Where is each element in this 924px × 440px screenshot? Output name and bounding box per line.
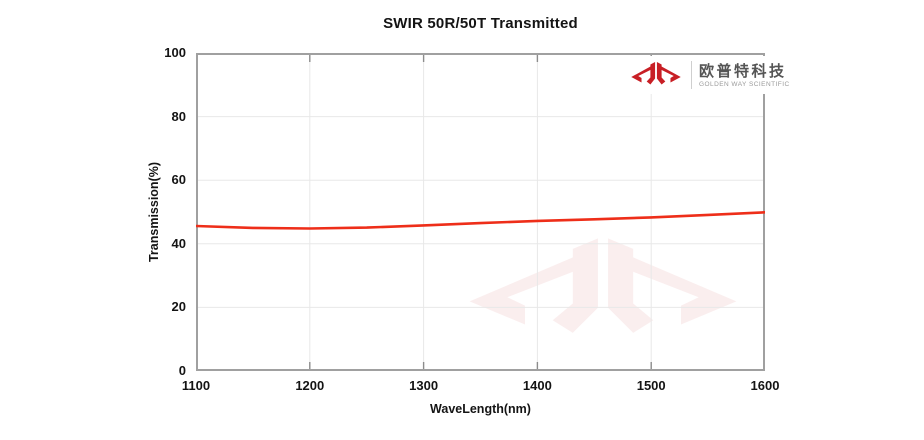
y-tick-label: 60 [171, 172, 186, 188]
x-tick-label: 1200 [295, 378, 325, 393]
plot-border [196, 53, 765, 371]
logo-cn-name: 欧普特科技 [699, 62, 787, 80]
logo-divider [691, 61, 692, 89]
x-axis-label: WaveLength(nm) [430, 402, 531, 416]
y-tick-label: 40 [171, 235, 186, 251]
x-tick-label: 1600 [750, 378, 780, 393]
logo-text: 欧普特科技 GOLDEN WAY SCIENTIFIC [699, 63, 790, 88]
transmission-line [196, 211, 765, 230]
plot-area [196, 53, 765, 371]
y-tick-label: 20 [171, 299, 186, 315]
x-tick-label: 1100 [181, 378, 211, 393]
y-tick-label: 0 [178, 363, 186, 378]
brand-logo: 欧普特科技 GOLDEN WAY SCIENTIFIC [626, 56, 792, 94]
jc-logo-icon [631, 62, 681, 85]
x-tick-label: 1500 [636, 378, 666, 393]
logo-en-name: GOLDEN WAY SCIENTIFIC [699, 80, 790, 88]
x-tick-label: 1300 [409, 378, 439, 393]
y-tick-label: 100 [164, 45, 186, 60]
x-tick-label: 1400 [522, 378, 552, 393]
chart-title: SWIR 50R/50T Transmitted [383, 15, 578, 32]
y-tick-label: 80 [171, 108, 186, 124]
